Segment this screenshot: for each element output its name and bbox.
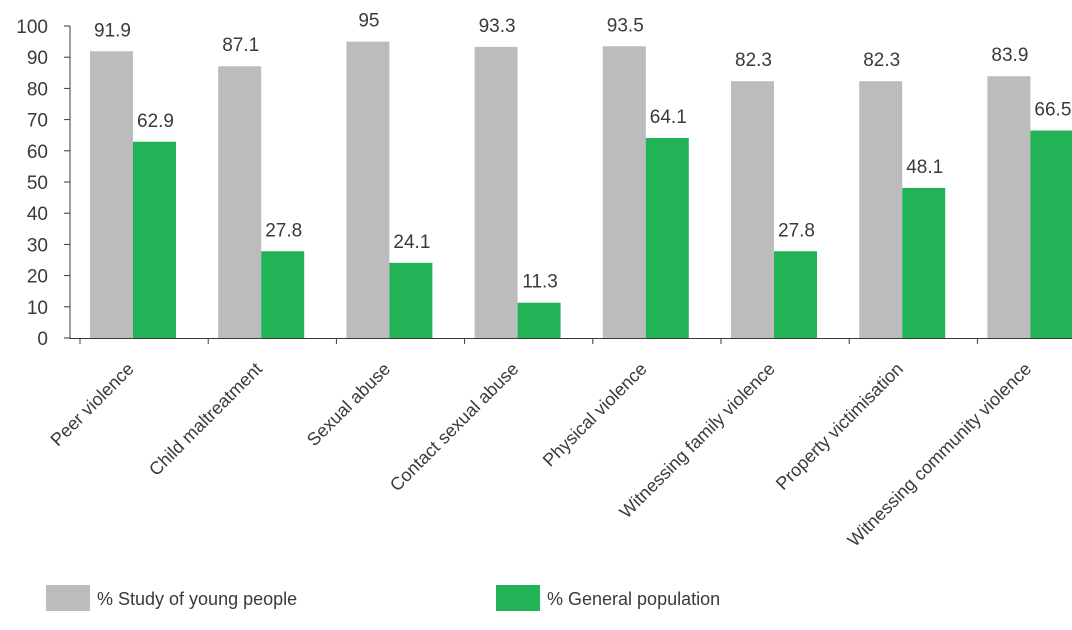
data-label-study-2: 95 <box>358 11 379 32</box>
category-label-3: Contact sexual abuse <box>386 359 523 496</box>
bar-study-6 <box>859 81 903 338</box>
data-label-general-6: 48.1 <box>906 157 943 178</box>
bar-general-6 <box>902 187 946 338</box>
legend-swatch-study <box>46 585 90 611</box>
y-tick-label: 30 <box>27 235 48 256</box>
y-tick-label: 0 <box>37 329 48 350</box>
bar-general-1 <box>261 251 305 338</box>
legend-label-general: % General population <box>547 589 720 609</box>
data-label-study-0: 91.9 <box>94 20 131 41</box>
y-tick-label: 20 <box>27 267 48 288</box>
data-label-general-2: 24.1 <box>393 232 430 253</box>
bar-study-0 <box>90 51 133 338</box>
bar-general-5 <box>774 251 817 338</box>
bar-general-4 <box>645 138 689 338</box>
bar-general-2 <box>389 262 433 338</box>
y-tick-label: 80 <box>27 79 48 100</box>
category-label-0: Peer violence <box>47 359 138 450</box>
bar-study-2 <box>346 41 390 338</box>
y-tick-label: 60 <box>27 142 48 163</box>
data-label-general-7: 66.5 <box>1034 100 1071 121</box>
data-label-general-0: 62.9 <box>137 111 174 132</box>
data-label-study-4: 93.5 <box>607 15 644 36</box>
legend-swatch-general <box>496 585 540 611</box>
y-tick-label: 100 <box>16 17 48 38</box>
data-label-study-5: 82.3 <box>735 50 772 71</box>
category-label-2: Sexual abuse <box>303 359 394 450</box>
data-label-study-6: 82.3 <box>863 50 900 71</box>
y-tick-label: 40 <box>27 204 48 225</box>
category-label-1: Child maltreatment <box>145 359 266 480</box>
y-tick-label: 10 <box>27 298 48 319</box>
data-label-study-1: 87.1 <box>222 35 259 56</box>
legend-label-study: % Study of young people <box>97 589 297 609</box>
data-label-study-3: 93.3 <box>479 16 516 37</box>
y-tick-label: 50 <box>27 173 48 194</box>
bar-study-7 <box>987 76 1031 339</box>
category-label-6: Property victimisation <box>772 359 907 494</box>
data-label-study-7: 83.9 <box>991 45 1028 66</box>
bar-study-5 <box>731 81 774 338</box>
y-tick-label: 90 <box>27 48 48 69</box>
y-tick-label: 70 <box>27 111 48 132</box>
data-label-general-4: 64.1 <box>650 107 687 128</box>
bar-general-0 <box>133 141 176 338</box>
category-label-4: Physical violence <box>539 359 651 471</box>
bar-study-1 <box>218 66 262 339</box>
data-label-general-3: 11.3 <box>522 272 558 293</box>
bar-study-4 <box>602 46 646 338</box>
data-label-general-5: 27.8 <box>778 220 815 241</box>
data-label-general-1: 27.8 <box>265 220 302 241</box>
bar-general-7 <box>1030 130 1072 338</box>
bar-study-3 <box>474 46 518 339</box>
bar-general-3 <box>517 302 561 338</box>
